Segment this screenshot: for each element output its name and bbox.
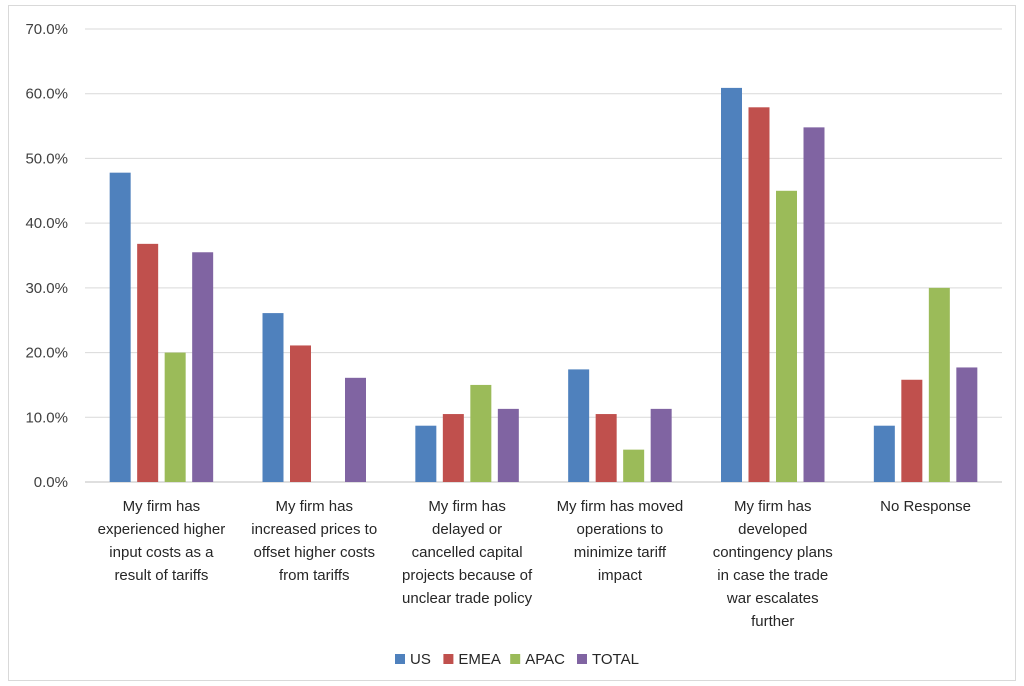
y-tick-label: 70.0% bbox=[25, 21, 68, 38]
y-tick-label: 40.0% bbox=[25, 215, 68, 232]
y-tick-label: 0.0% bbox=[34, 474, 68, 491]
bar-us bbox=[873, 425, 895, 482]
legend-label-us: US bbox=[410, 651, 431, 668]
y-tick-label: 30.0% bbox=[25, 280, 68, 297]
legend-label-apac: APAC bbox=[525, 651, 565, 668]
bar-apac bbox=[470, 384, 492, 482]
bar-us bbox=[721, 87, 742, 482]
bar-emea bbox=[442, 414, 464, 482]
bar-apac bbox=[164, 352, 186, 482]
bar-emea bbox=[137, 243, 159, 482]
category-label: No Response bbox=[880, 498, 971, 515]
legend-swatch-total bbox=[577, 654, 587, 664]
legend-swatch-emea bbox=[443, 654, 454, 664]
bar-emea bbox=[901, 379, 923, 482]
y-tick-label: 10.0% bbox=[25, 409, 68, 426]
bar-total bbox=[497, 408, 519, 482]
category-label: My firm has increased prices to offset hig… bbox=[251, 498, 377, 584]
x-axis-labels: My firm has experienced higher input costs… bbox=[98, 498, 971, 630]
bar-apac bbox=[776, 190, 797, 483]
category-label: My firm has delayed or cancelled capital pr… bbox=[402, 498, 533, 607]
bar-total bbox=[956, 367, 978, 482]
y-axis-ticks: 0.0% 10.0% 20.0% 30.0% 40.0% 50.0% 60.0% 70.0% bbox=[25, 21, 68, 491]
category-label: My firm has experienced higher input costs… bbox=[98, 498, 226, 584]
bars bbox=[109, 87, 978, 483]
y-tick-label: 20.0% bbox=[25, 345, 68, 362]
legend-swatch-us bbox=[395, 654, 405, 664]
y-tick-label: 60.0% bbox=[25, 86, 68, 103]
legend-label-total: TOTAL bbox=[592, 651, 639, 668]
bar-total bbox=[650, 408, 672, 482]
bar-emea bbox=[290, 345, 311, 482]
bar-apac bbox=[928, 287, 950, 482]
bar-us bbox=[262, 313, 284, 482]
legend: US EMEA APAC TOTAL bbox=[395, 651, 639, 668]
category-label: My firm has developed contingency plans in … bbox=[713, 498, 833, 630]
bar-emea bbox=[595, 414, 617, 482]
legend-swatch-apac bbox=[510, 654, 521, 664]
bar-total bbox=[803, 127, 825, 482]
category-label: My firm has moved operations to minimize t… bbox=[557, 498, 684, 584]
legend-label-emea: EMEA bbox=[458, 651, 501, 668]
bar-total bbox=[192, 252, 214, 482]
y-tick-label: 50.0% bbox=[25, 150, 68, 167]
bar-emea bbox=[748, 107, 770, 482]
bar-apac bbox=[623, 449, 645, 482]
bar-us bbox=[415, 425, 437, 482]
bar-us bbox=[568, 369, 590, 482]
chart-frame bbox=[8, 5, 1016, 681]
bar-total bbox=[345, 377, 366, 482]
bar-us bbox=[109, 172, 131, 482]
gridlines bbox=[85, 28, 1002, 483]
